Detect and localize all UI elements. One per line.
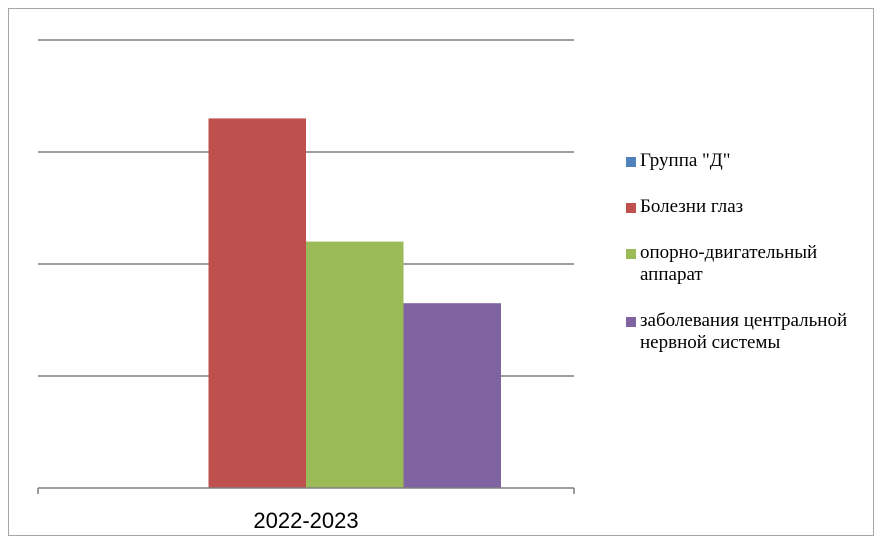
legend-item-group-d: Группа "Д" [626, 150, 876, 172]
chart-legend: Группа "Д" Болезни глаз опорно-двигатель… [626, 150, 876, 378]
legend-swatch-musculoskeletal [626, 249, 636, 259]
legend-label-cns-diseases: заболевания центральной нервной системы [640, 310, 848, 353]
legend-item-cns-diseases: заболевания центральной нервной системы [626, 310, 876, 354]
bar-1-0 [208, 118, 306, 489]
x-tick-label: 2022-2023 [253, 508, 358, 533]
legend-item-eye-diseases: Болезни глаз [626, 196, 876, 218]
legend-item-musculoskeletal: опорно-двигательный аппарат [626, 242, 876, 286]
bar-3-0 [403, 303, 501, 488]
legend-swatch-group-d [626, 157, 636, 167]
legend-label-group-d: Группа "Д" [640, 150, 731, 171]
legend-swatch-cns-diseases [626, 317, 636, 327]
legend-swatch-eye-diseases [626, 203, 636, 213]
legend-label-musculoskeletal: опорно-двигательный аппарат [640, 242, 818, 285]
bar-2-0 [306, 241, 404, 488]
legend-label-eye-diseases: Болезни глаз [640, 196, 744, 217]
